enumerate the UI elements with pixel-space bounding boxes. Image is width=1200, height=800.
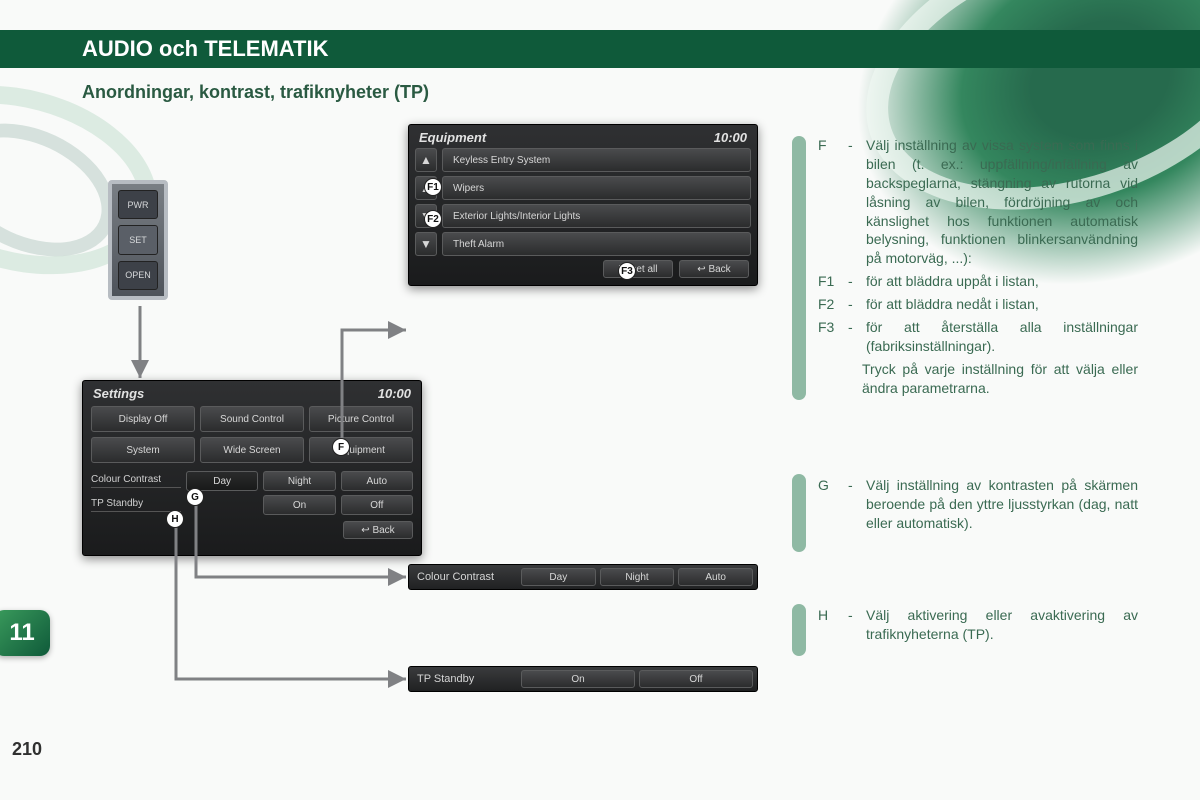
settings-back-button[interactable]: ↩ Back xyxy=(343,521,413,539)
strip-contrast-day[interactable]: Day xyxy=(521,568,596,586)
strip-tp-off[interactable]: Off xyxy=(639,670,753,688)
dash-icon: - xyxy=(848,295,862,314)
display-off-button[interactable]: Display Off xyxy=(91,406,195,432)
desc-text-f2: för att bläddra nedåt i listan, xyxy=(866,295,1138,314)
equip-item-wipers[interactable]: Wipers xyxy=(442,176,751,200)
desc-block-h: H - Välj aktivering eller avaktivering a… xyxy=(818,606,1138,648)
scroll-down-button-2[interactable]: ▼ xyxy=(415,232,437,256)
dash-icon: - xyxy=(848,606,862,644)
callout-f2: F2 xyxy=(424,210,442,228)
desc-bar-h xyxy=(792,604,806,656)
contrast-auto-button[interactable]: Auto xyxy=(341,471,413,491)
colour-contrast-label: Colour Contrast xyxy=(91,474,181,488)
page-subheader: Anordningar, kontrast, trafiknyheter (TP… xyxy=(82,82,429,103)
tp-off-button[interactable]: Off xyxy=(341,495,413,515)
desc-block-g: G - Välj inställning av kontrasten på sk… xyxy=(818,476,1138,537)
callout-f: F xyxy=(332,438,350,456)
callout-f1: F1 xyxy=(424,178,442,196)
desc-key-h: H xyxy=(818,606,844,644)
strip-contrast-auto[interactable]: Auto xyxy=(678,568,753,586)
strip-contrast-label: Colour Contrast xyxy=(417,571,517,583)
desc-block-f: F - Välj inställning av vissa system som… xyxy=(818,136,1138,398)
strip-contrast-night[interactable]: Night xyxy=(600,568,675,586)
desc-key-f2: F2 xyxy=(818,295,844,314)
tp-on-button[interactable]: On xyxy=(263,495,335,515)
equipment-button[interactable]: Equipment xyxy=(309,437,413,463)
desc-bar-f xyxy=(792,136,806,400)
desc-text-f: Välj inställning av vissa system som fin… xyxy=(866,136,1138,268)
equipment-title: Equipment xyxy=(419,130,486,145)
physical-button-panel: PWR SET OPEN xyxy=(108,180,168,300)
settings-title: Settings xyxy=(93,386,144,401)
open-button[interactable]: OPEN xyxy=(118,261,158,290)
chapter-tab: 11 xyxy=(0,610,50,656)
system-button[interactable]: System xyxy=(91,437,195,463)
reset-all-button[interactable]: Reset all xyxy=(603,260,673,278)
desc-text-f-tail: Tryck på varje inställning för att välja… xyxy=(862,360,1138,398)
equip-item-keyless[interactable]: Keyless Entry System xyxy=(442,148,751,172)
callout-f3: F3 xyxy=(618,262,636,280)
set-button[interactable]: SET xyxy=(118,225,158,254)
desc-bar-g xyxy=(792,474,806,552)
dash-icon: - xyxy=(848,272,862,291)
desc-text-h: Välj aktivering eller avaktivering av tr… xyxy=(866,606,1138,644)
sound-control-button[interactable]: Sound Control xyxy=(200,406,304,432)
equipment-clock: 10:00 xyxy=(714,130,747,145)
wide-screen-button[interactable]: Wide Screen xyxy=(200,437,304,463)
desc-text-f1: för att bläddra uppåt i listan, xyxy=(866,272,1138,291)
equipment-screen: Equipment 10:00 ▲ ▲ ▼ ▼ Keyless Entry Sy… xyxy=(408,124,758,286)
strip-tp-on[interactable]: On xyxy=(521,670,635,688)
dash-icon: - xyxy=(848,318,862,356)
callout-h: H xyxy=(166,510,184,528)
desc-text-f3: för att återställa alla inställningar (f… xyxy=(866,318,1138,356)
desc-key-f1: F1 xyxy=(818,272,844,291)
picture-control-button[interactable]: Picture Control xyxy=(309,406,413,432)
dash-icon: - xyxy=(848,476,862,533)
callout-g: G xyxy=(186,488,204,506)
pwr-button[interactable]: PWR xyxy=(118,190,158,219)
back-button[interactable]: ↩ Back xyxy=(679,260,749,278)
strip-tp-label: TP Standby xyxy=(417,673,517,685)
tp-detail-strip: TP Standby On Off xyxy=(408,666,758,692)
contrast-detail-strip: Colour Contrast Day Night Auto xyxy=(408,564,758,590)
settings-screen: Settings 10:00 Display Off Sound Control… xyxy=(82,380,422,556)
settings-clock: 10:00 xyxy=(378,386,411,401)
contrast-night-button[interactable]: Night xyxy=(263,471,335,491)
scroll-up-button[interactable]: ▲ xyxy=(415,148,437,172)
tp-standby-label: TP Standby xyxy=(91,498,181,512)
equip-item-theft[interactable]: Theft Alarm xyxy=(442,232,751,256)
dash-icon: - xyxy=(848,136,862,268)
page-header: AUDIO och TELEMATIK xyxy=(0,30,1200,68)
desc-key-f3: F3 xyxy=(818,318,844,356)
desc-text-g: Välj inställning av kontrasten på skärme… xyxy=(866,476,1138,533)
equip-item-lights[interactable]: Exterior Lights/Interior Lights xyxy=(442,204,751,228)
desc-key-g: G xyxy=(818,476,844,533)
desc-key-f: F xyxy=(818,136,844,268)
page-number: 210 xyxy=(12,739,42,760)
